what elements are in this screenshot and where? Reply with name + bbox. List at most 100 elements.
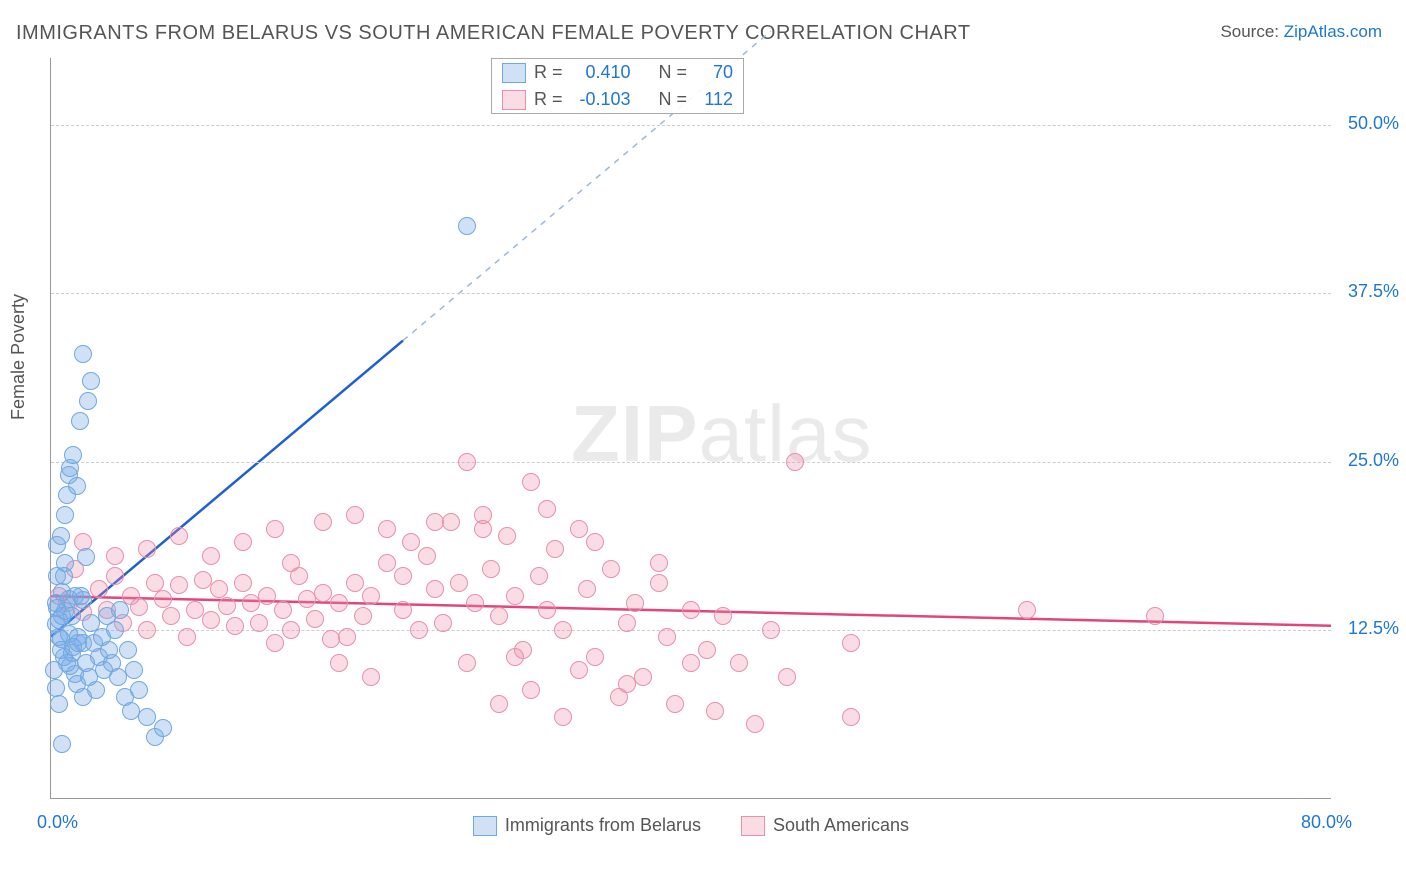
series-name-a: Immigrants from Belarus (505, 815, 701, 836)
scatter-point-southam (402, 533, 420, 551)
scatter-point-southam (306, 610, 324, 628)
r-value-a: 0.410 (571, 62, 631, 83)
scatter-point-belarus (98, 607, 116, 625)
scatter-point-belarus (56, 554, 74, 572)
gridline (51, 125, 1331, 126)
scatter-point-belarus (77, 548, 95, 566)
scatter-point-southam (842, 708, 860, 726)
scatter-point-southam (330, 654, 348, 672)
scatter-point-southam (578, 580, 596, 598)
scatter-point-southam (138, 540, 156, 558)
scatter-point-southam (682, 601, 700, 619)
scatter-point-southam (170, 527, 188, 545)
scatter-point-southam (346, 574, 364, 592)
scatter-point-belarus (58, 654, 76, 672)
scatter-point-belarus (53, 607, 71, 625)
scatter-point-southam (394, 601, 412, 619)
source-attribution: Source: ZipAtlas.com (1220, 22, 1382, 42)
scatter-point-southam (106, 547, 124, 565)
scatter-point-southam (90, 580, 108, 598)
y-tick-label: 12.5% (1348, 618, 1399, 639)
scatter-point-belarus (138, 708, 156, 726)
correlation-legend: R = 0.410 N = 70 R = -0.103 N = 112 (491, 58, 744, 114)
scatter-point-southam (626, 594, 644, 612)
n-label-b: N = (659, 89, 688, 110)
scatter-point-southam (162, 607, 180, 625)
swatch-belarus-2 (473, 816, 497, 836)
scatter-point-southam (490, 607, 508, 625)
scatter-point-southam (506, 587, 524, 605)
gridline (51, 630, 1331, 631)
scatter-point-belarus (64, 638, 82, 656)
scatter-point-southam (546, 540, 564, 558)
scatter-point-southam (466, 594, 484, 612)
scatter-point-southam (730, 654, 748, 672)
source-link[interactable]: ZipAtlas.com (1284, 22, 1382, 41)
scatter-point-southam (586, 533, 604, 551)
y-tick-label: 25.0% (1348, 450, 1399, 471)
scatter-point-southam (322, 630, 340, 648)
y-axis-label: Female Poverty (8, 294, 29, 420)
scatter-point-southam (602, 560, 620, 578)
series-legend: Immigrants from Belarus South Americans (51, 815, 1331, 836)
n-label-a: N = (659, 62, 688, 83)
scatter-point-southam (458, 453, 476, 471)
scatter-point-southam (186, 601, 204, 619)
swatch-belarus (502, 63, 526, 83)
y-tick-label: 37.5% (1348, 281, 1399, 302)
scatter-point-belarus (50, 695, 68, 713)
source-prefix: Source: (1220, 22, 1283, 41)
scatter-point-southam (418, 547, 436, 565)
scatter-point-southam (786, 453, 804, 471)
scatter-point-belarus (458, 217, 476, 235)
x-tick-label: 0.0% (37, 812, 78, 833)
scatter-point-southam (426, 580, 444, 598)
scatter-point-southam (138, 621, 156, 639)
scatter-point-belarus (72, 587, 90, 605)
scatter-point-southam (554, 708, 572, 726)
scatter-point-southam (1018, 601, 1036, 619)
scatter-point-southam (154, 590, 172, 608)
scatter-point-southam (658, 628, 676, 646)
scatter-point-southam (522, 473, 540, 491)
r-label-b: R = (534, 89, 563, 110)
r-label-a: R = (534, 62, 563, 83)
scatter-point-belarus (119, 641, 137, 659)
scatter-point-belarus (52, 527, 70, 545)
scatter-point-southam (434, 614, 452, 632)
scatter-point-southam (1146, 607, 1164, 625)
scatter-point-belarus (53, 735, 71, 753)
legend-row-southam: R = -0.103 N = 112 (492, 86, 743, 113)
scatter-point-belarus (154, 719, 172, 737)
legend-row-belarus: R = 0.410 N = 70 (492, 59, 743, 86)
scatter-point-belarus (64, 446, 82, 464)
scatter-point-southam (250, 614, 268, 632)
scatter-point-southam (650, 554, 668, 572)
scatter-point-belarus (77, 654, 95, 672)
legend-item-southam: South Americans (741, 815, 909, 836)
scatter-point-southam (330, 594, 348, 612)
scatter-point-belarus (74, 345, 92, 363)
scatter-point-belarus (125, 661, 143, 679)
scatter-point-southam (218, 597, 236, 615)
scatter-point-southam (490, 695, 508, 713)
scatter-point-southam (698, 641, 716, 659)
scatter-point-belarus (68, 675, 86, 693)
legend-item-belarus: Immigrants from Belarus (473, 815, 701, 836)
plot-area: ZIPatlas R = 0.410 N = 70 R = -0.103 N =… (50, 58, 1331, 799)
scatter-point-southam (378, 554, 396, 572)
scatter-point-southam (178, 628, 196, 646)
scatter-point-southam (538, 500, 556, 518)
scatter-point-southam (426, 513, 444, 531)
scatter-point-belarus (82, 372, 100, 390)
scatter-point-belarus (79, 392, 97, 410)
scatter-point-belarus (47, 679, 65, 697)
scatter-point-southam (258, 587, 276, 605)
scatter-point-southam (234, 574, 252, 592)
scatter-point-southam (450, 574, 468, 592)
r-value-b: -0.103 (571, 89, 631, 110)
scatter-point-southam (354, 607, 372, 625)
scatter-point-belarus (56, 506, 74, 524)
scatter-point-southam (522, 681, 540, 699)
scatter-point-southam (378, 520, 396, 538)
